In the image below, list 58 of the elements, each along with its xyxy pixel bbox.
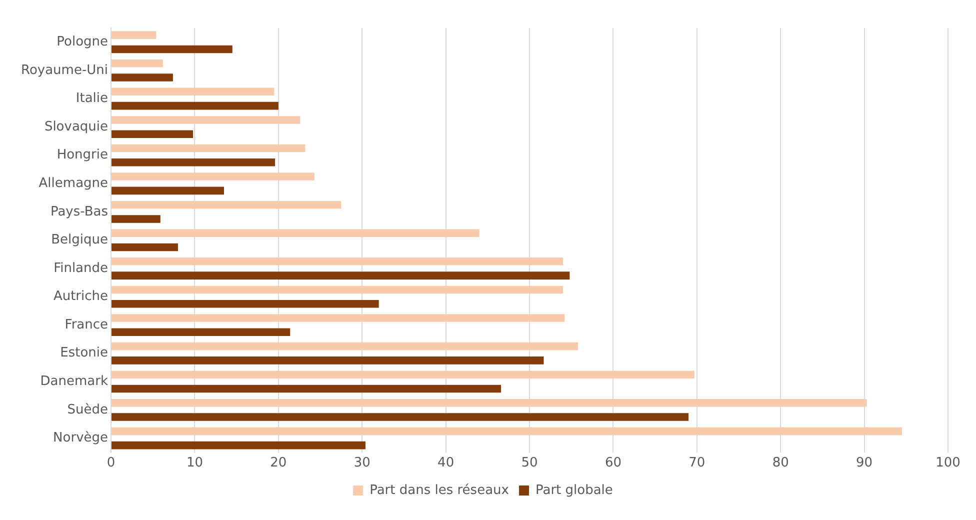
bar xyxy=(112,31,156,39)
bar xyxy=(112,314,565,322)
bar xyxy=(112,158,276,166)
bar xyxy=(112,45,232,54)
y-tick-label: Pays-Bas xyxy=(50,204,108,220)
y-tick-label: France xyxy=(64,317,108,332)
x-tick-label: 20 xyxy=(270,456,287,471)
bar xyxy=(112,356,544,364)
y-tick-label: Estonie xyxy=(60,346,108,361)
bar xyxy=(112,328,290,336)
y-tick-label: Autriche xyxy=(53,289,108,304)
bar xyxy=(112,342,578,350)
y-tick-label: Royaume-Uni xyxy=(20,62,108,78)
y-tick-label: Slovaquie xyxy=(44,119,108,134)
y-tick-label: Suède xyxy=(67,402,108,418)
bar xyxy=(112,116,300,124)
x-tick-label: 100 xyxy=(936,456,960,471)
bar xyxy=(112,243,178,252)
x-tick-label: 60 xyxy=(604,456,622,471)
bar xyxy=(112,74,173,82)
bar xyxy=(112,229,480,238)
y-tick-label: Pologne xyxy=(56,34,108,50)
x-tick-label: 0 xyxy=(106,456,116,471)
y-tick-label: Norvège xyxy=(53,430,108,446)
bar xyxy=(112,427,902,436)
bar xyxy=(112,258,563,266)
y-tick-label: Belgique xyxy=(51,232,108,248)
x-tick-label: 10 xyxy=(186,456,203,471)
x-tick-label: 40 xyxy=(438,456,454,471)
bar xyxy=(112,200,342,209)
bar xyxy=(112,144,306,152)
bar xyxy=(112,300,379,308)
bar xyxy=(112,398,867,407)
bar xyxy=(112,59,163,68)
bar xyxy=(112,272,570,280)
x-tick-label: 80 xyxy=(772,456,789,471)
bar xyxy=(112,384,502,393)
y-tick-label: Allemagne xyxy=(38,176,108,191)
bar xyxy=(112,130,194,138)
x-tick-label: 50 xyxy=(521,456,538,471)
y-tick-label: Italie xyxy=(76,91,108,106)
x-tick-label: 70 xyxy=(688,456,706,471)
bar xyxy=(112,441,366,450)
y-tick-label: Danemark xyxy=(40,374,108,390)
legend-label: Part dans les réseaux xyxy=(370,482,510,498)
y-tick-label: Hongrie xyxy=(56,148,108,163)
bar xyxy=(112,172,314,180)
bar xyxy=(112,215,160,223)
x-tick-label: 30 xyxy=(354,456,370,471)
bar xyxy=(112,88,274,96)
bar xyxy=(112,413,689,421)
legend-label: Part globale xyxy=(535,482,613,498)
bar xyxy=(112,186,224,195)
y-tick-label: Finlande xyxy=(54,260,108,276)
bar xyxy=(112,370,694,378)
x-tick-label: 90 xyxy=(856,456,873,471)
bar xyxy=(112,286,563,294)
bar xyxy=(112,102,278,110)
